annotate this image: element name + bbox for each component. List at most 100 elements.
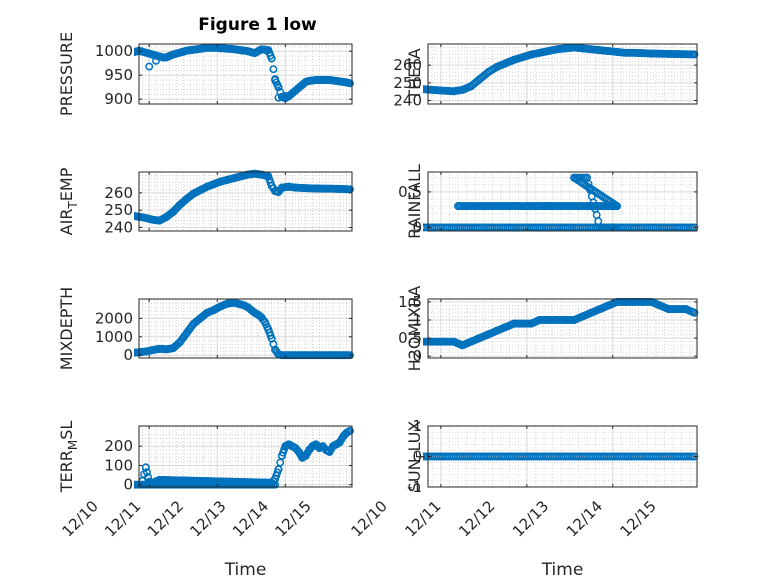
data-markers bbox=[134, 43, 354, 103]
data-point bbox=[630, 48, 639, 57]
data-point bbox=[162, 213, 171, 222]
data-point bbox=[690, 452, 699, 461]
data-point bbox=[346, 426, 354, 435]
data-point bbox=[484, 330, 493, 339]
data-point bbox=[277, 451, 286, 460]
y-axis-label: MIXDEPTH bbox=[57, 287, 76, 370]
data-point bbox=[595, 46, 604, 55]
data-markers bbox=[423, 173, 699, 232]
data-point bbox=[145, 49, 154, 58]
data-point bbox=[535, 316, 544, 324]
data-point bbox=[141, 48, 150, 57]
data-point bbox=[479, 202, 488, 211]
data-point bbox=[175, 338, 184, 347]
data-point bbox=[552, 316, 561, 324]
data-point bbox=[587, 45, 596, 54]
data-point bbox=[544, 202, 553, 211]
data-point bbox=[346, 79, 354, 88]
data-point bbox=[488, 202, 497, 211]
data-point bbox=[274, 93, 283, 102]
data-point bbox=[557, 202, 566, 211]
data-point bbox=[264, 325, 273, 334]
data-point bbox=[230, 174, 239, 183]
data-point bbox=[561, 316, 570, 324]
data-point bbox=[570, 202, 579, 211]
data-point bbox=[535, 48, 544, 57]
data-point bbox=[264, 46, 273, 55]
data-point bbox=[548, 202, 557, 211]
data-point bbox=[497, 202, 506, 211]
chart-title: Figure 1 low bbox=[198, 15, 317, 35]
y-tick-label: 260 bbox=[104, 184, 133, 202]
data-point bbox=[583, 173, 591, 182]
data-point bbox=[638, 49, 647, 58]
data-markers bbox=[423, 43, 699, 96]
data-point bbox=[169, 344, 177, 353]
data-point bbox=[604, 301, 613, 310]
data-point bbox=[509, 319, 518, 328]
axes-frame bbox=[427, 43, 698, 105]
data-point bbox=[203, 308, 212, 317]
y-tick-label: 100 bbox=[104, 456, 133, 474]
data-point bbox=[527, 50, 536, 59]
data-point bbox=[441, 337, 450, 346]
data-point bbox=[216, 177, 225, 186]
data-point bbox=[552, 45, 561, 54]
y-axis-label: PRESSURE bbox=[57, 32, 76, 116]
y-tick-label: 0 bbox=[123, 476, 133, 494]
y-axis-label: AIRTEMP bbox=[57, 167, 80, 235]
y-tick-label: 1000 bbox=[95, 42, 133, 60]
y-tick-label: 0 bbox=[412, 347, 422, 365]
data-point bbox=[621, 48, 630, 57]
data-point bbox=[544, 316, 553, 324]
data-point bbox=[148, 50, 157, 59]
data-point bbox=[267, 54, 276, 63]
y-tick-label: 900 bbox=[104, 90, 133, 108]
data-point bbox=[475, 334, 484, 343]
data-point bbox=[237, 300, 246, 309]
y-tick-label: 0.5 bbox=[398, 329, 422, 347]
y-tick-label: 250 bbox=[104, 201, 133, 219]
data-point bbox=[561, 202, 570, 211]
data-point bbox=[578, 312, 587, 321]
data-point bbox=[267, 334, 276, 343]
data-point bbox=[271, 474, 280, 483]
x-axis-label: Time bbox=[541, 560, 584, 580]
data-point bbox=[271, 187, 280, 196]
data-point bbox=[182, 329, 191, 338]
data-point bbox=[335, 438, 344, 447]
data-point bbox=[175, 48, 184, 57]
data-point bbox=[587, 308, 596, 317]
y-tick-label: 200 bbox=[104, 437, 133, 455]
data-point bbox=[196, 314, 205, 323]
data-point bbox=[595, 202, 604, 211]
data-point bbox=[432, 86, 441, 95]
data-point bbox=[522, 202, 531, 211]
axes-frame bbox=[427, 298, 698, 359]
data-point bbox=[484, 68, 493, 77]
data-point bbox=[604, 202, 613, 211]
data-point bbox=[492, 326, 501, 335]
data-point bbox=[269, 65, 278, 74]
data-markers bbox=[134, 169, 354, 225]
data-point bbox=[509, 202, 518, 211]
data-markers bbox=[134, 426, 354, 489]
data-point bbox=[501, 59, 510, 68]
data-point bbox=[152, 51, 160, 60]
data-point bbox=[189, 319, 198, 328]
y-axis-label: THETA bbox=[405, 48, 424, 100]
y-tick-label: 240 bbox=[104, 219, 133, 237]
data-point bbox=[565, 202, 574, 211]
axes-background bbox=[428, 299, 697, 358]
data-point bbox=[656, 301, 664, 310]
data-point bbox=[531, 202, 540, 211]
y-axis-label: SUNFLUX bbox=[405, 421, 428, 493]
data-point bbox=[155, 216, 164, 225]
data-point bbox=[578, 202, 587, 211]
data-point bbox=[342, 78, 351, 87]
data-point bbox=[591, 202, 600, 211]
data-point bbox=[237, 172, 246, 181]
y-axis-label: H2OMIXRA bbox=[405, 286, 424, 372]
data-point bbox=[274, 83, 283, 92]
